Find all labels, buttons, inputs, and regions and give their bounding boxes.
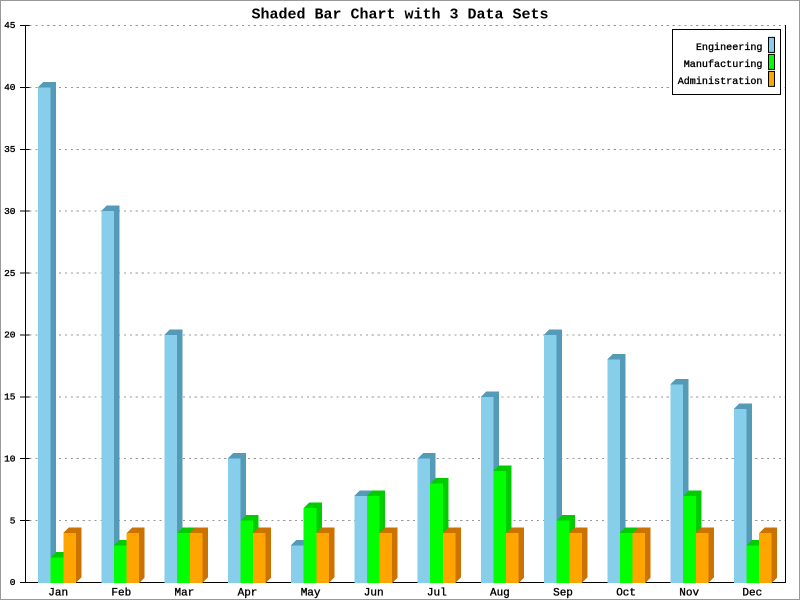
svg-text:15: 15 — [4, 392, 16, 403]
svg-text:40: 40 — [4, 82, 16, 93]
svg-text:May: May — [301, 587, 321, 599]
svg-text:20: 20 — [4, 330, 16, 341]
svg-text:35: 35 — [4, 144, 16, 155]
svg-text:45: 45 — [4, 20, 16, 31]
svg-text:25: 25 — [4, 268, 16, 279]
svg-text:Feb: Feb — [111, 587, 131, 599]
svg-text:Jan: Jan — [48, 587, 68, 599]
svg-text:10: 10 — [4, 453, 16, 464]
svg-text:Aug: Aug — [490, 587, 510, 599]
svg-text:Jun: Jun — [364, 587, 384, 599]
svg-text:Engineering: Engineering — [696, 42, 763, 54]
svg-text:Manufacturing: Manufacturing — [684, 59, 763, 71]
svg-text:Mar: Mar — [174, 587, 194, 599]
svg-text:0: 0 — [10, 577, 16, 588]
svg-text:Jul: Jul — [427, 587, 447, 599]
svg-text:30: 30 — [4, 206, 16, 217]
svg-text:Sep: Sep — [553, 587, 573, 599]
svg-text:Oct: Oct — [616, 587, 636, 599]
svg-text:Dec: Dec — [742, 587, 762, 599]
svg-text:5: 5 — [10, 515, 16, 526]
svg-text:Apr: Apr — [238, 587, 258, 599]
svg-text:Shaded Bar Chart with 3 Data S: Shaded Bar Chart with 3 Data Sets — [251, 7, 548, 24]
svg-text:Administration: Administration — [678, 76, 763, 88]
svg-text:Nov: Nov — [679, 587, 699, 599]
